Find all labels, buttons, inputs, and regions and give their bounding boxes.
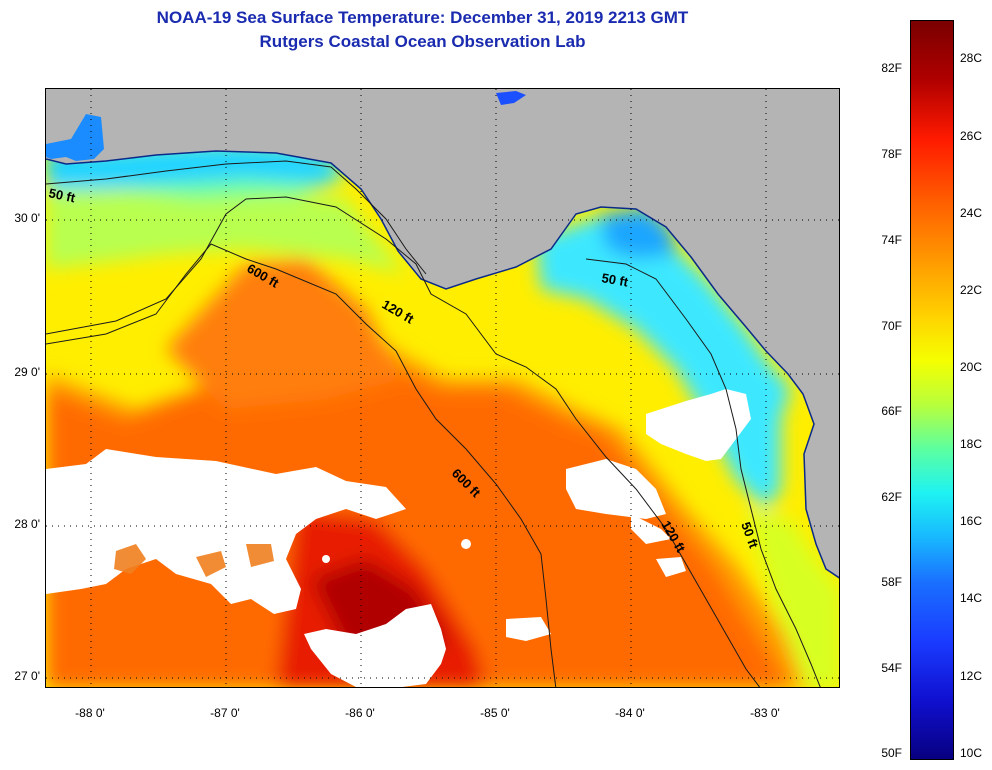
colorbar-f-label: 78F [881, 147, 902, 161]
colorbar-c-label: 18C [960, 437, 983, 451]
colorbar-c-label: 14C [960, 591, 983, 605]
colorbar-c-label: 20C [960, 360, 983, 374]
colorbar-f-label: 74F [881, 233, 902, 247]
lon-tick-label: -85 0' [480, 706, 510, 720]
colorbar-c-label: 24C [960, 206, 983, 220]
colorbar-c-label: 22C [960, 283, 983, 297]
lat-tick-label: 28 0' [14, 517, 40, 531]
colorbar-f-label: 66F [881, 404, 902, 418]
isobath-120ft [46, 196, 761, 687]
lon-tick-label: -84 0' [615, 706, 645, 720]
map-subtitle: Rutgers Coastal Ocean Observation Lab [259, 32, 586, 51]
lon-tick-label: -83 0' [750, 706, 780, 720]
isobaths [46, 160, 821, 687]
land-features [46, 91, 839, 579]
lon-tick-label: -87 0' [210, 706, 240, 720]
map-title: NOAA-19 Sea Surface Temperature: Decembe… [156, 8, 689, 27]
colorbar-f-label: 70F [881, 319, 902, 333]
lon-tick-label: -86 0' [345, 706, 375, 720]
isobath-50ft-east [585, 258, 821, 687]
colorbar-c-label: 10C [960, 746, 983, 760]
isobath-label: 50 ft [47, 185, 77, 205]
colorbar-f-label: 62F [881, 490, 902, 504]
colorbar-f-label: 58F [881, 575, 902, 589]
lat-tick-label: 27 0' [14, 669, 40, 683]
sea-surface [46, 151, 839, 687]
graticule [46, 89, 839, 687]
colorbar-f-label: 54F [881, 661, 902, 675]
colorbar-f-label: 50F [881, 746, 902, 760]
cloud-mask [46, 389, 751, 687]
isobath-label: 50 ft [600, 270, 630, 290]
lat-tick-label: 29 0' [14, 365, 40, 379]
colorbar-c-label: 28C [960, 51, 983, 65]
lon-tick-label: -88 0' [75, 706, 105, 720]
temperature-colorbar [910, 20, 954, 760]
colorbar-c-label: 12C [960, 669, 983, 683]
isobath-50ft-west [46, 160, 427, 275]
sst-map[interactable]: 50 ft 120 ft 600 ft 600 ft 120 ft 50 ft … [45, 88, 840, 688]
colorbar-f-label: 82F [881, 61, 902, 75]
colorbar-c-label: 16C [960, 514, 983, 528]
colorbar-c-label: 26C [960, 129, 983, 143]
isobath-600ft [46, 243, 557, 687]
lat-tick-label: 30 0' [14, 211, 40, 225]
